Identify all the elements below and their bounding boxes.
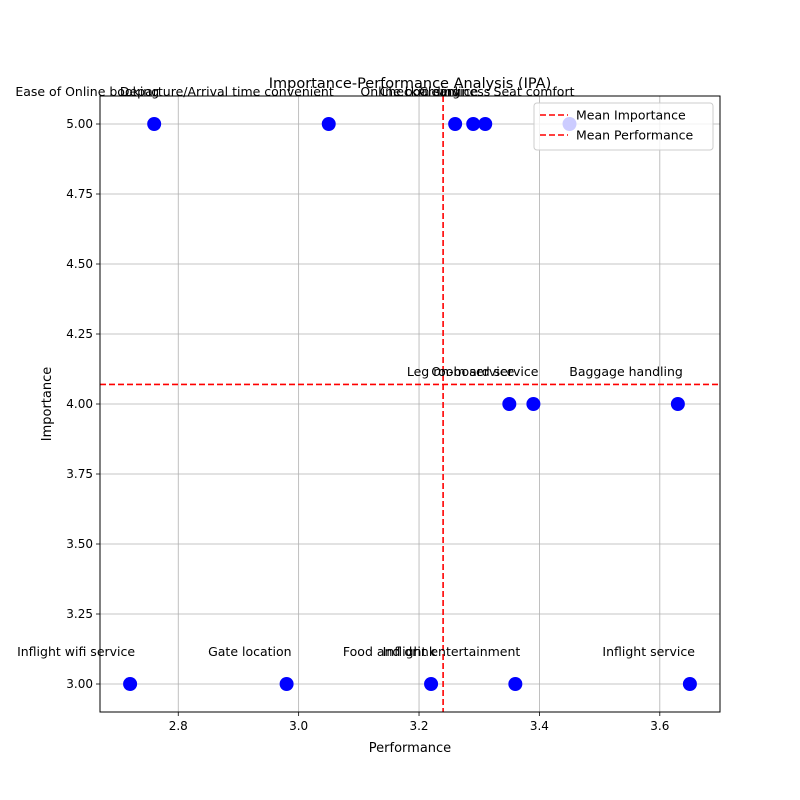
data-point [466, 117, 481, 131]
point-label: Leg room service [407, 364, 515, 379]
y-tick-label: 3.25 [66, 607, 93, 621]
x-tick-label: 2.8 [169, 719, 188, 733]
data-point [508, 677, 523, 691]
chart-title: Importance-Performance Analysis (IPA) [269, 76, 552, 92]
point-label: Gate location [208, 644, 292, 659]
point-label: Inflight wifi service [17, 644, 135, 659]
point-label: Cleanliness [419, 84, 490, 99]
point-label: Departure/Arrival time convenient [120, 84, 334, 99]
data-point [424, 677, 439, 691]
x-tick-label: 3.2 [409, 719, 428, 733]
data-point [670, 397, 685, 411]
data-point [123, 677, 138, 691]
x-tick-label: 3.4 [530, 719, 549, 733]
data-point [448, 117, 463, 131]
data-point [279, 677, 294, 691]
y-tick-label: 5.00 [66, 117, 93, 131]
point-label: Seat comfort [494, 84, 575, 99]
y-axis-label: Importance [40, 367, 55, 442]
grid [100, 96, 720, 712]
data-point [321, 117, 336, 131]
legend-box [533, 102, 714, 151]
y-tick-label: 3.50 [66, 537, 93, 551]
data-point [147, 117, 162, 131]
legend-entry: Mean Performance [576, 128, 694, 143]
legend: Mean Importance Mean Performance [533, 102, 714, 151]
legend-entry: Mean Importance [576, 108, 686, 123]
point-label: Online boarding [360, 84, 460, 99]
data-point [478, 117, 493, 131]
point-label: Food and drink [343, 644, 437, 659]
axis-ticks: 2.8 3.0 3.2 3.4 3.6 3.00 3.25 3.50 3.75 4.00 4.25 4… [66, 117, 669, 733]
point-label: Checkin service [380, 84, 479, 99]
point-labels: Ease of Online bookingDeparture/Arrival … [15, 84, 695, 659]
y-tick-label: 4.75 [66, 187, 93, 201]
point-label: On-board service [431, 364, 538, 379]
point-label: Inflight entertainment [383, 644, 521, 659]
y-tick-label: 3.75 [66, 467, 93, 481]
y-tick-label: 4.25 [66, 327, 93, 341]
data-points [123, 117, 697, 691]
data-point [526, 397, 541, 411]
point-label: Baggage handling [569, 364, 683, 379]
point-label: Inflight service [602, 644, 695, 659]
x-tick-label: 3.6 [650, 719, 669, 733]
data-point [682, 677, 697, 691]
x-tick-label: 3.0 [289, 719, 308, 733]
y-tick-label: 4.00 [66, 397, 93, 411]
mean-lines [100, 96, 720, 712]
y-tick-label: 3.00 [66, 677, 93, 691]
y-tick-label: 4.50 [66, 257, 93, 271]
point-label: Ease of Online booking [15, 84, 159, 99]
x-axis-label: Performance [369, 741, 451, 756]
data-point [502, 397, 517, 411]
